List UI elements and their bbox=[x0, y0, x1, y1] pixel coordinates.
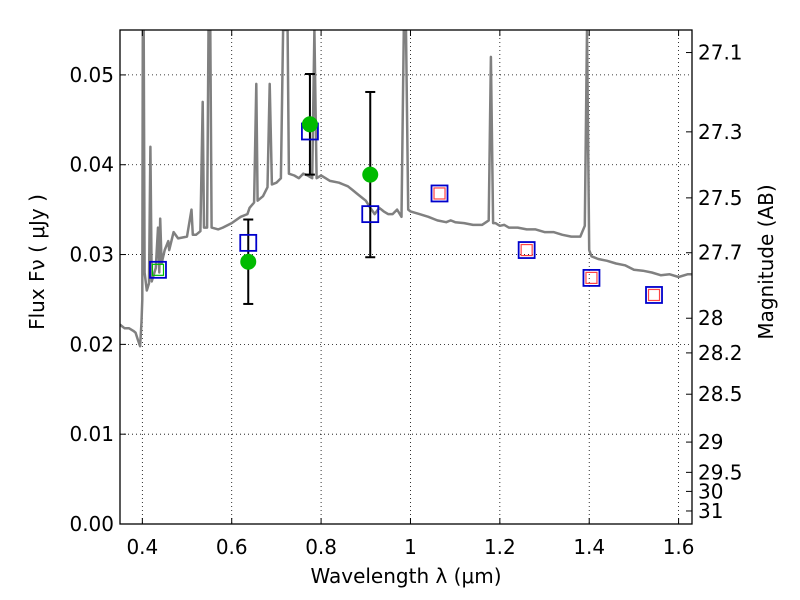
x-axis-label: Wavelength λ (μm) bbox=[310, 564, 501, 588]
y-tick-label: 0.02 bbox=[69, 332, 114, 356]
right-tick-label: 27.5 bbox=[698, 186, 743, 210]
right-tick-label: 28.5 bbox=[698, 382, 743, 406]
inner-red-marker bbox=[433, 187, 446, 200]
right-tick-label: 29.5 bbox=[698, 460, 743, 484]
plot-area bbox=[120, 30, 692, 348]
y-tick-label: 0.04 bbox=[69, 153, 114, 177]
right-tick-label: 27.3 bbox=[698, 120, 743, 144]
model-band-marker bbox=[361, 205, 380, 224]
y-axis-label: Flux Fν ( μJy ) bbox=[25, 194, 49, 330]
observed-point bbox=[240, 253, 257, 270]
y-tick-label: 0.00 bbox=[69, 512, 114, 536]
plot-frame bbox=[119, 29, 693, 525]
model-band-marker bbox=[239, 233, 258, 252]
x-tick-label: 0.8 bbox=[305, 535, 337, 559]
model-band-marker bbox=[582, 268, 601, 287]
x-tick-label: 0.6 bbox=[216, 535, 248, 559]
x-tick-label: 1.2 bbox=[484, 535, 516, 559]
right-tick-label: 27.7 bbox=[698, 241, 743, 265]
inner-red-marker bbox=[647, 288, 661, 302]
y-tick-label: 0.05 bbox=[69, 63, 114, 87]
right-tick-label: 30 bbox=[698, 479, 723, 503]
observed-point bbox=[301, 116, 318, 133]
right-tick-label: 28.2 bbox=[698, 341, 743, 365]
right-tick-label: 27.1 bbox=[698, 41, 743, 65]
right-tick-label: 31 bbox=[698, 499, 723, 523]
inner-red-marker bbox=[585, 271, 598, 284]
model-band-marker bbox=[517, 241, 536, 259]
model-band-marker bbox=[430, 184, 449, 203]
inner-red-marker bbox=[520, 243, 533, 257]
right-tick-label: 28 bbox=[698, 306, 723, 330]
x-axis: 0.4 0.6 0.8 1 1.2 1.4 1.6 bbox=[126, 30, 695, 559]
x-tick-label: 0.4 bbox=[126, 535, 158, 559]
model-band-marker bbox=[645, 286, 663, 304]
inner-green-marker bbox=[151, 263, 165, 276]
y-tick-label: 0.03 bbox=[69, 243, 114, 267]
observed-point bbox=[362, 166, 379, 183]
right-axis-label: Magnitude (AB) bbox=[754, 184, 778, 339]
x-tick-label: 1 bbox=[404, 535, 417, 559]
model-spectrum-line bbox=[120, 30, 692, 348]
y-tick-label: 0.01 bbox=[69, 422, 114, 446]
x-tick-label: 1.6 bbox=[663, 535, 695, 559]
y-axis: 0.00 0.01 0.02 0.03 0.04 0.05 bbox=[69, 63, 126, 536]
model-band-marker bbox=[149, 260, 167, 279]
x-tick-label: 1.4 bbox=[573, 535, 605, 559]
right-tick-label: 29 bbox=[698, 430, 723, 454]
